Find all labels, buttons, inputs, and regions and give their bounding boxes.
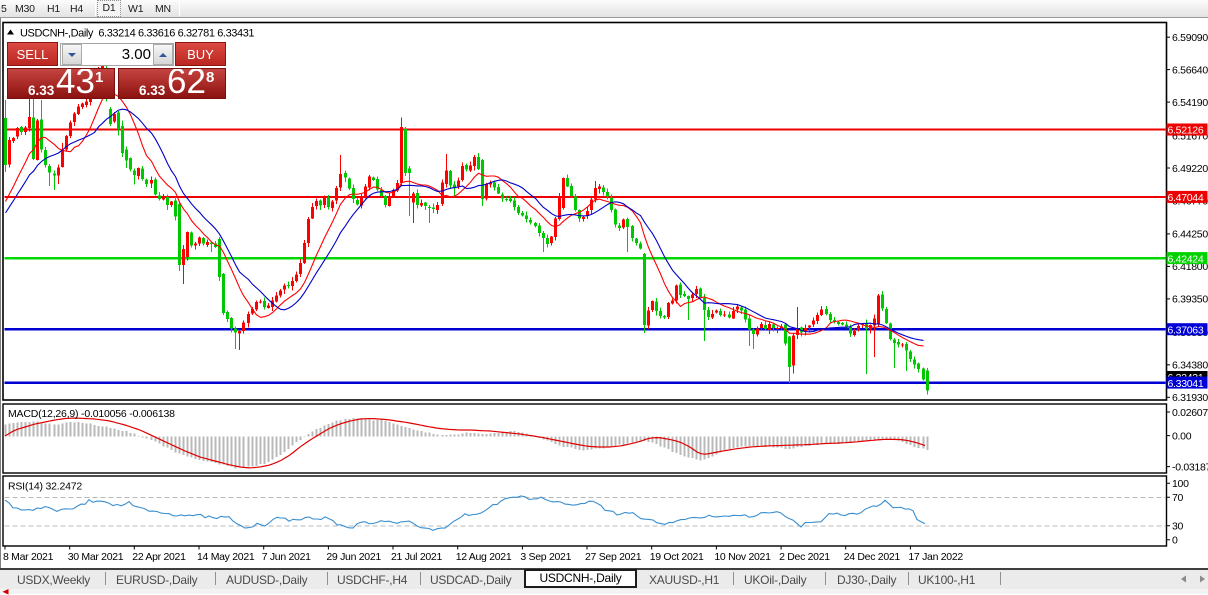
svg-text:100: 100	[1172, 478, 1189, 490]
svg-text:-0.031872: -0.031872	[1172, 461, 1208, 473]
svg-text:8 Mar 2021: 8 Mar 2021	[3, 551, 54, 563]
svg-text:70: 70	[1172, 492, 1184, 504]
svg-text:17 Jan 2022: 17 Jan 2022	[908, 551, 963, 563]
svg-text:6.31930: 6.31930	[1172, 392, 1208, 404]
svg-text:21 Jul 2021: 21 Jul 2021	[391, 551, 442, 563]
svg-text:6.54190: 6.54190	[1172, 97, 1208, 109]
svg-text:0.00: 0.00	[1172, 430, 1192, 442]
svg-text:6.42424: 6.42424	[1168, 253, 1204, 265]
svg-text:12 Aug 2021: 12 Aug 2021	[456, 551, 512, 563]
svg-text:6.44250: 6.44250	[1172, 229, 1208, 241]
svg-text:6.47044: 6.47044	[1168, 192, 1204, 204]
svg-text:6.34380: 6.34380	[1172, 360, 1208, 372]
svg-text:6.49220: 6.49220	[1172, 163, 1208, 175]
svg-text:19 Oct 2021: 19 Oct 2021	[650, 551, 704, 563]
svg-text:3 Sep 2021: 3 Sep 2021	[520, 551, 571, 563]
svg-text:6.39350: 6.39350	[1172, 294, 1208, 306]
svg-text:22 Apr 2021: 22 Apr 2021	[132, 551, 186, 563]
svg-text:RSI(14) 32.2472: RSI(14) 32.2472	[8, 481, 82, 493]
svg-text:10 Nov 2021: 10 Nov 2021	[714, 551, 771, 563]
svg-text:30 Mar 2021: 30 Mar 2021	[68, 551, 124, 563]
svg-text:7 Jun 2021: 7 Jun 2021	[262, 551, 311, 563]
svg-text:27 Sep 2021: 27 Sep 2021	[585, 551, 642, 563]
svg-text:24 Dec 2021: 24 Dec 2021	[844, 551, 901, 563]
svg-text:MACD(12,26,9) -0.010056 -0.006: MACD(12,26,9) -0.010056 -0.006138	[8, 408, 175, 420]
svg-text:6.37063: 6.37063	[1168, 324, 1204, 336]
svg-text:6.56640: 6.56640	[1172, 64, 1208, 76]
svg-text:14 May 2021: 14 May 2021	[197, 551, 255, 563]
svg-text:USDCNH-,Daily 6.33214 6.33616: USDCNH-,Daily 6.33214 6.33616 6.32781 6.…	[20, 28, 254, 40]
svg-text:6.41800: 6.41800	[1172, 261, 1208, 273]
svg-text:2 Dec 2021: 2 Dec 2021	[779, 551, 830, 563]
svg-text:6.52126: 6.52126	[1168, 125, 1204, 137]
svg-text:0: 0	[1172, 535, 1178, 547]
svg-text:29 Jun 2021: 29 Jun 2021	[326, 551, 381, 563]
svg-text:0.02607: 0.02607	[1172, 407, 1208, 419]
svg-text:6.59090: 6.59090	[1172, 32, 1208, 44]
svg-text:30: 30	[1172, 521, 1184, 533]
svg-text:6.33041: 6.33041	[1168, 378, 1204, 390]
